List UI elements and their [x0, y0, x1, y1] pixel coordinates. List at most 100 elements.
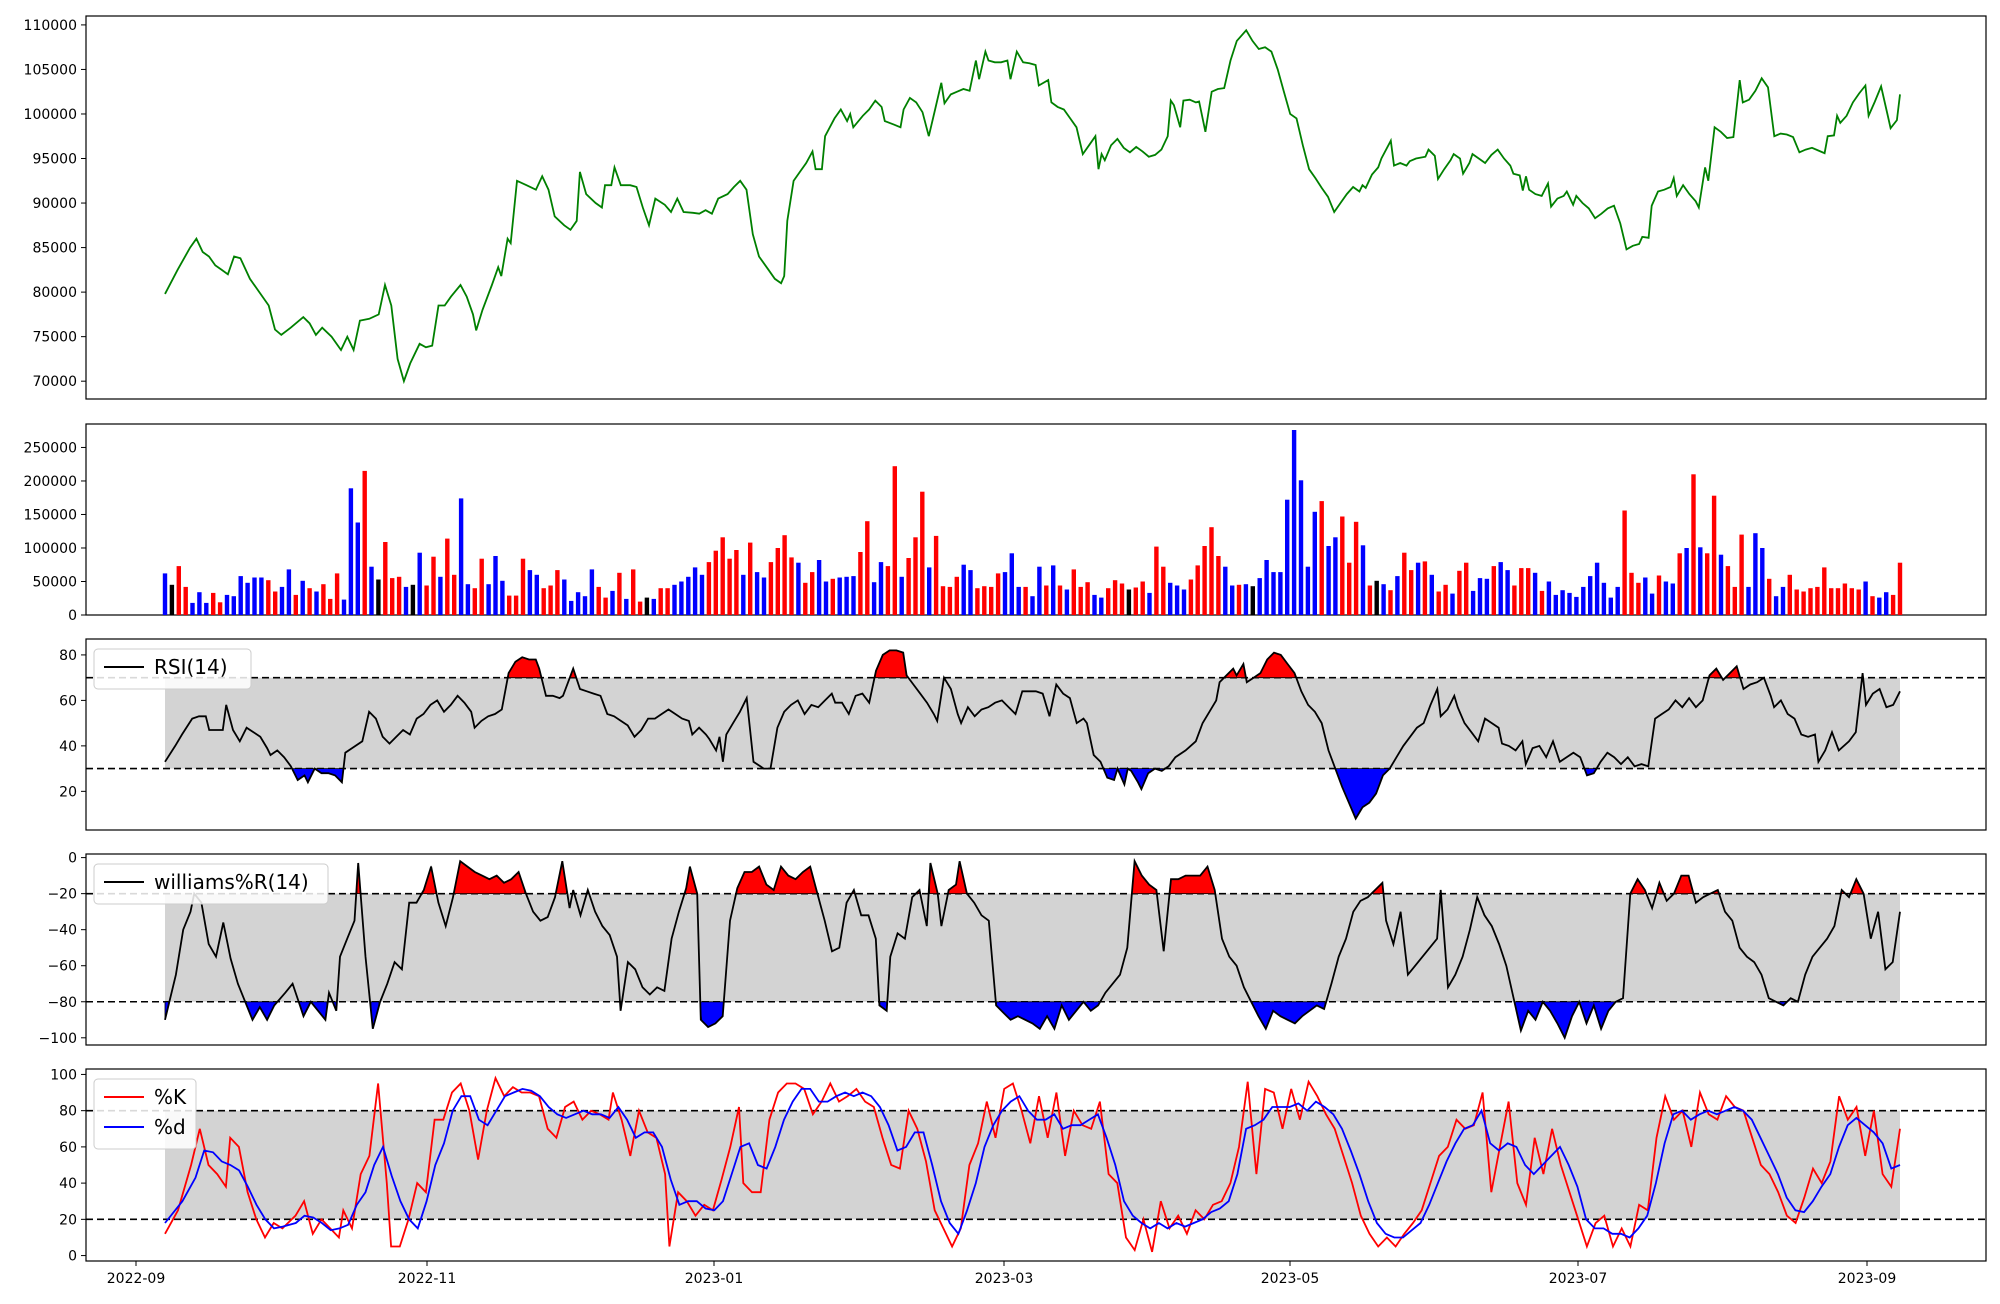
- volume-bar: [1567, 592, 1572, 615]
- volume-bar: [1794, 589, 1799, 615]
- volume-bar: [1209, 527, 1214, 615]
- volume-bar: [1071, 569, 1076, 615]
- volume-bar: [1594, 562, 1600, 615]
- rsi-y-tick-label: 20: [59, 784, 77, 800]
- volume-bar: [1291, 430, 1297, 615]
- volume-bar: [1388, 590, 1393, 615]
- volume-bar: [266, 580, 271, 615]
- volume-bar: [920, 491, 925, 615]
- volume-bar: [362, 470, 367, 615]
- volume-bar: [1897, 562, 1903, 615]
- volume-bar: [754, 572, 760, 615]
- stoch-y-axis: 0 20 40 60 80 100: [50, 1067, 86, 1265]
- volume-bar: [396, 576, 402, 615]
- volume-bar: [637, 601, 643, 615]
- volume-bar: [1402, 552, 1407, 615]
- williams-overbought-fill: [453, 861, 526, 894]
- volume-bar: [1030, 596, 1035, 615]
- volume-bar: [569, 600, 574, 615]
- volume-bar: [672, 584, 677, 615]
- williams-legend: williams%R(14): [93, 863, 329, 905]
- volume-bar: [541, 588, 546, 615]
- volume-bar: [1512, 585, 1517, 615]
- volume-bar: [940, 586, 946, 615]
- volume-bar: [1326, 546, 1331, 615]
- volume-bar: [885, 566, 891, 615]
- volume-bar: [1656, 575, 1662, 615]
- williams-y-axis: −100 −80 −60 −40 −20 0: [39, 851, 86, 1047]
- volume-bar: [1250, 586, 1255, 615]
- volume-y-axis: 0 50000 100000 150000 200000 250000: [24, 440, 86, 624]
- williams-line: [164, 857, 1901, 1041]
- volume-bar: [1670, 583, 1675, 615]
- volume-bar: [1849, 588, 1854, 615]
- volume-bar: [658, 588, 663, 615]
- volume-bar: [458, 498, 464, 615]
- volume-bar: [1801, 591, 1806, 615]
- volume-bar: [1147, 592, 1152, 615]
- williams-y-tick-label: −60: [47, 959, 77, 975]
- stoch-y-tick-label: 60: [59, 1140, 77, 1156]
- x-tick-label: 2023-07: [1549, 1271, 1608, 1287]
- volume-bar: [162, 573, 168, 615]
- volume-bar: [1257, 578, 1262, 615]
- volume-bar: [1099, 597, 1104, 615]
- volume-bar: [204, 602, 209, 615]
- volume-bar: [369, 566, 374, 615]
- volume-bar: [892, 466, 897, 615]
- volume-bar: [1732, 586, 1737, 615]
- volume-bar: [286, 569, 292, 615]
- volume-bar: [1230, 585, 1235, 615]
- volume-bar: [307, 588, 312, 615]
- volume-bar: [1581, 586, 1586, 615]
- volume-bar: [1856, 589, 1861, 615]
- volume-y-tick-label: 50000: [32, 574, 77, 590]
- volume-bar: [644, 597, 650, 615]
- volume-bar: [1353, 521, 1359, 615]
- volume-bar: [1333, 537, 1338, 615]
- stoch-y-tick-label: 20: [59, 1212, 77, 1228]
- price-y-tick-label: 100000: [24, 107, 77, 123]
- volume-bar: [982, 586, 987, 615]
- volume-bar: [713, 550, 718, 615]
- volume-bar: [1588, 576, 1593, 615]
- volume-bar: [734, 550, 739, 615]
- volume-bar: [789, 557, 794, 615]
- volume-bar: [1711, 495, 1717, 615]
- volume-bar: [603, 597, 608, 615]
- volume-bar: [1663, 581, 1669, 615]
- volume-bar: [1457, 570, 1462, 615]
- volume-bar: [1064, 589, 1070, 615]
- volume-bar: [975, 588, 980, 615]
- volume-bar: [775, 548, 780, 615]
- williams-y-tick-label: 0: [68, 851, 77, 867]
- williams-legend-box: [93, 863, 329, 905]
- volume-bar: [555, 570, 560, 615]
- rsi-y-tick-label: 40: [59, 739, 77, 755]
- volume-bar: [513, 595, 519, 615]
- volume-bar: [1450, 593, 1455, 615]
- price-frame: [85, 15, 1987, 400]
- volume-bar: [1649, 593, 1655, 615]
- stoch-y-tick-label: 0: [68, 1249, 77, 1265]
- x-axis: 2022-09 2022-11 2023-01 2023-03 2023-05 2023-…: [107, 1261, 1896, 1287]
- volume-bar: [452, 574, 457, 615]
- volume-bar: [761, 577, 767, 615]
- volume-bar: [1643, 577, 1648, 615]
- volume-bar: [1464, 562, 1469, 615]
- volume-bar: [1546, 581, 1552, 615]
- volume-bar: [610, 590, 615, 615]
- volume-bar: [1181, 589, 1187, 615]
- volume-bar: [1835, 588, 1841, 615]
- volume-bar: [279, 586, 285, 615]
- volume-bar: [1305, 566, 1311, 615]
- stoch-legend: %K %d: [93, 1078, 197, 1150]
- volume-bar: [417, 552, 422, 615]
- volume-bar: [1615, 586, 1620, 615]
- volume-bar: [720, 537, 725, 615]
- volume-bar: [706, 562, 712, 615]
- volume-bar: [383, 542, 388, 615]
- rsi-y-tick-label: 80: [59, 648, 77, 664]
- volume-bar: [665, 588, 670, 615]
- volume-bar: [1271, 572, 1276, 615]
